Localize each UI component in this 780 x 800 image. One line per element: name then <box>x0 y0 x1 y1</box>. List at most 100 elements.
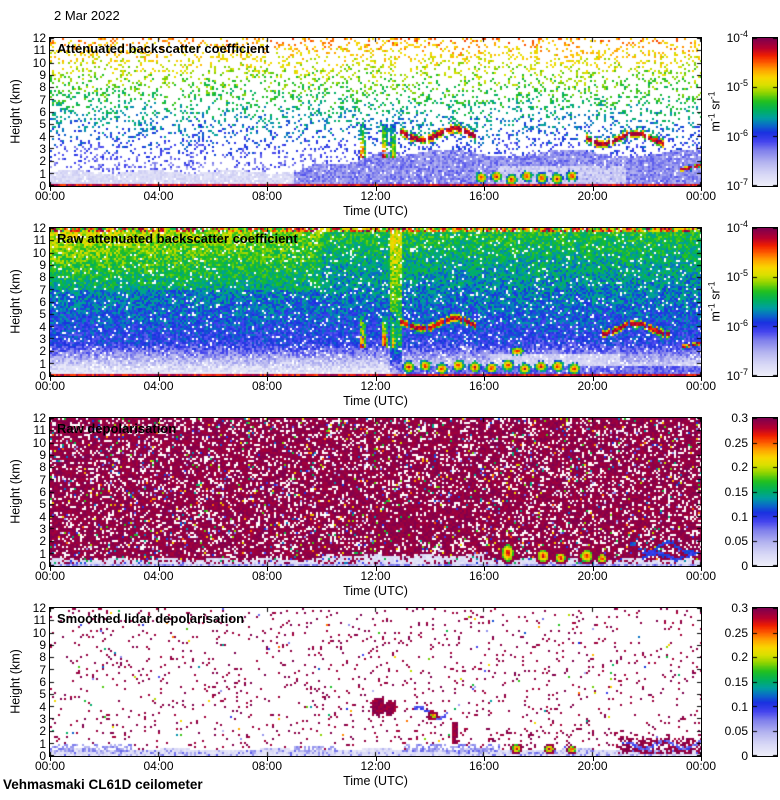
colorbar-tick-label: 0.25 <box>724 435 748 450</box>
colorbar-tick-label: 0 <box>741 559 748 573</box>
colorbar-tick-label: 0.15 <box>724 675 748 689</box>
colorbar-tick-label: 0.1 <box>731 509 748 524</box>
y-tick-label: 7 <box>39 662 46 677</box>
height-axis-label: Height (km) <box>8 79 23 144</box>
y-tick-label: 1 <box>39 736 46 751</box>
y-tick-label: 3 <box>39 712 46 726</box>
y-tick-label: 0 <box>39 559 46 573</box>
colorbar-tick-label: 10-6 <box>726 317 748 334</box>
panel-2-heatmap <box>50 228 701 376</box>
y-tick-label: 4 <box>39 129 46 144</box>
footer-label: Vehmasmaki CL61D ceilometer <box>3 777 203 792</box>
y-tick-label: 10 <box>32 245 46 260</box>
y-tick-label: 6 <box>39 485 46 499</box>
colorbar-tick-label: 0.3 <box>731 601 748 615</box>
panel-1-heatmap <box>50 38 701 186</box>
time-axis-label: Time (UTC) <box>343 774 408 788</box>
x-tick-label: 04:00 <box>143 569 174 583</box>
height-axis-label: Height (km) <box>8 459 23 524</box>
x-tick-mark <box>484 187 485 191</box>
y-tick-label: 2 <box>39 344 46 359</box>
y-tick-label: 9 <box>39 258 46 272</box>
x-tick-mark <box>376 187 377 191</box>
colorbar-tick-label: 0.25 <box>724 625 748 640</box>
x-tick-label: 00:00 <box>685 379 717 393</box>
colorbar-unit-label: m-1 sr-1 <box>706 91 723 132</box>
x-tick-mark <box>484 567 485 571</box>
x-tick-mark <box>593 187 594 191</box>
x-tick-label: 08:00 <box>251 379 283 393</box>
y-tick-label: 2 <box>39 154 46 169</box>
panel-1-colorbar <box>752 37 778 187</box>
x-tick-label: 00:00 <box>34 759 66 773</box>
panel-4-colorbar <box>752 607 778 757</box>
y-tick-label: 6 <box>39 105 46 119</box>
y-tick-label: 2 <box>39 724 46 739</box>
x-tick-label: 08:00 <box>251 569 283 583</box>
x-tick-label: 16:00 <box>468 379 500 393</box>
y-tick-label: 8 <box>39 80 46 95</box>
x-tick-label: 16:00 <box>468 759 500 773</box>
x-tick-mark <box>376 757 377 761</box>
y-tick-label: 1 <box>39 166 46 181</box>
y-tick-label: 7 <box>39 92 46 107</box>
x-tick-label: 00:00 <box>34 189 66 203</box>
x-tick-mark <box>593 377 594 381</box>
x-tick-label: 00:00 <box>34 379 66 393</box>
y-tick-label: 5 <box>39 497 46 512</box>
x-tick-label: 20:00 <box>577 759 608 773</box>
panel-title: Smoothed lidar depolarisation <box>57 611 245 626</box>
y-tick-label: 8 <box>39 270 46 285</box>
panel-2-colorbar <box>752 227 778 377</box>
x-tick-label: 04:00 <box>143 379 174 393</box>
colorbar-tick-label: 10-4 <box>726 219 748 236</box>
x-tick-label: 20:00 <box>577 189 608 203</box>
colorbar-tick-label: 0 <box>741 749 748 763</box>
x-tick-mark <box>159 567 160 571</box>
x-tick-label: 00:00 <box>685 569 717 583</box>
colorbar-tick-label: 0.15 <box>724 485 748 499</box>
time-axis-label: Time (UTC) <box>343 394 408 408</box>
y-tick-label: 7 <box>39 282 46 297</box>
y-tick-label: 12 <box>32 601 46 615</box>
y-tick-label: 11 <box>33 613 46 628</box>
x-tick-label: 04:00 <box>143 759 174 773</box>
panel-title: Attenuated backscatter coefficient <box>57 41 270 56</box>
x-tick-mark <box>50 187 51 191</box>
colorbar-tick-label: 0.1 <box>731 699 748 714</box>
x-tick-mark <box>267 187 268 191</box>
panel-2-frame: Raw attenuated backscatter coefficient <box>49 227 702 377</box>
panel-1-frame: Attenuated backscatter coefficient <box>49 37 702 187</box>
y-tick-label: 1 <box>39 546 46 561</box>
y-tick-label: 12 <box>32 221 46 235</box>
x-tick-mark <box>267 567 268 571</box>
y-tick-label: 10 <box>32 625 46 640</box>
colorbar-tick-label: 10-5 <box>726 78 748 95</box>
x-tick-mark <box>50 567 51 571</box>
x-tick-label: 20:00 <box>577 379 608 393</box>
x-tick-label: 16:00 <box>468 569 500 583</box>
x-tick-mark <box>593 757 594 761</box>
x-tick-mark <box>50 757 51 761</box>
y-tick-label: 1 <box>39 356 46 371</box>
date-label: 2 Mar 2022 <box>54 8 120 23</box>
y-tick-label: 2 <box>39 534 46 549</box>
y-tick-label: 9 <box>39 448 46 462</box>
x-tick-label: 12:00 <box>360 569 391 583</box>
colorbar-tick-label: 0.3 <box>731 411 748 425</box>
y-tick-label: 12 <box>32 31 46 45</box>
x-tick-label: 16:00 <box>468 189 500 203</box>
colorbar-tick-label: 0.05 <box>724 724 748 739</box>
x-tick-mark <box>50 377 51 381</box>
x-tick-mark <box>267 757 268 761</box>
y-tick-label: 10 <box>32 435 46 450</box>
x-tick-mark <box>701 567 702 571</box>
y-tick-label: 3 <box>39 142 46 156</box>
colorbar-tick-label: 10-5 <box>726 268 748 285</box>
y-tick-label: 9 <box>39 68 46 82</box>
y-tick-label: 5 <box>39 117 46 132</box>
colorbar-tick-label: 0.05 <box>724 534 748 549</box>
colorbar-unit-label: m-1 sr-1 <box>706 281 723 322</box>
height-axis-label: Height (km) <box>8 649 23 714</box>
